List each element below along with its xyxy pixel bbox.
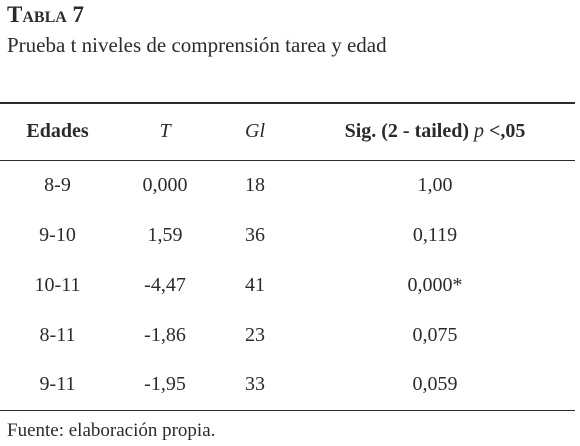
table-row: 9-10 1,59 36 0,119 [0,210,575,260]
table-cell: 9-10 [39,223,76,246]
table-cell: -1,95 [144,373,186,396]
table-cell: -1,86 [144,323,186,346]
header-text: p [474,120,485,143]
table-cell: 0,059 [412,373,458,396]
table-cell: 23 [245,323,265,346]
header-row: Edades T Gl Sig. (2 - tailed) p <,05 [0,103,575,160]
header-text: Sig. (2 - tailed) [344,120,470,143]
table-cell: 1,00 [417,173,453,196]
table-row: 9-11 -1,95 33 0,059 [0,360,575,410]
table-cell: 0,000 [142,173,188,196]
table-cell: 0,119 [412,223,458,246]
table-footer: Fuente: elaboración propia. [7,420,216,441]
header-cell: Sig. (2 - tailed) p <,05 [295,103,575,160]
table-row: 8-9 0,000 18 1,00 [0,160,575,210]
table-cell: 8-9 [44,173,71,196]
table-subtitle: Prueba t niveles de comprensión tarea y … [7,33,387,57]
table-cell: 36 [245,223,265,246]
table-cell: 18 [245,173,265,196]
table-row: 8-11 -1,86 23 0,075 [0,310,575,360]
table-header: Edades T Gl Sig. (2 - tailed) p <,05 [0,103,575,160]
header-cell: T [159,120,171,143]
table-cell: -4,47 [144,273,186,296]
header-cell: Edades [26,120,89,143]
table-cell: 0,000* [407,273,463,296]
table-cell: 9-11 [39,373,76,396]
table-row: 10-11 -4,47 41 0,000* [0,260,575,310]
table-cell: 1,59 [147,223,183,246]
table-cell: 41 [245,273,265,296]
table-body: 8-9 0,000 18 1,00 9-10 1,59 36 0,119 10-11 -4,47 4… [0,160,575,410]
table-cell: 33 [245,373,265,396]
data-table: Edades T Gl Sig. (2 - tailed) p <,05 8-9… [0,102,575,411]
header-cell: Gl [245,120,265,143]
table-cell: 8-11 [39,323,76,346]
table-title: Tabla 7 [7,2,85,27]
header-text: <,05 [489,120,526,143]
table-cell: 0,075 [412,323,458,346]
table-cell: 10-11 [34,273,81,296]
